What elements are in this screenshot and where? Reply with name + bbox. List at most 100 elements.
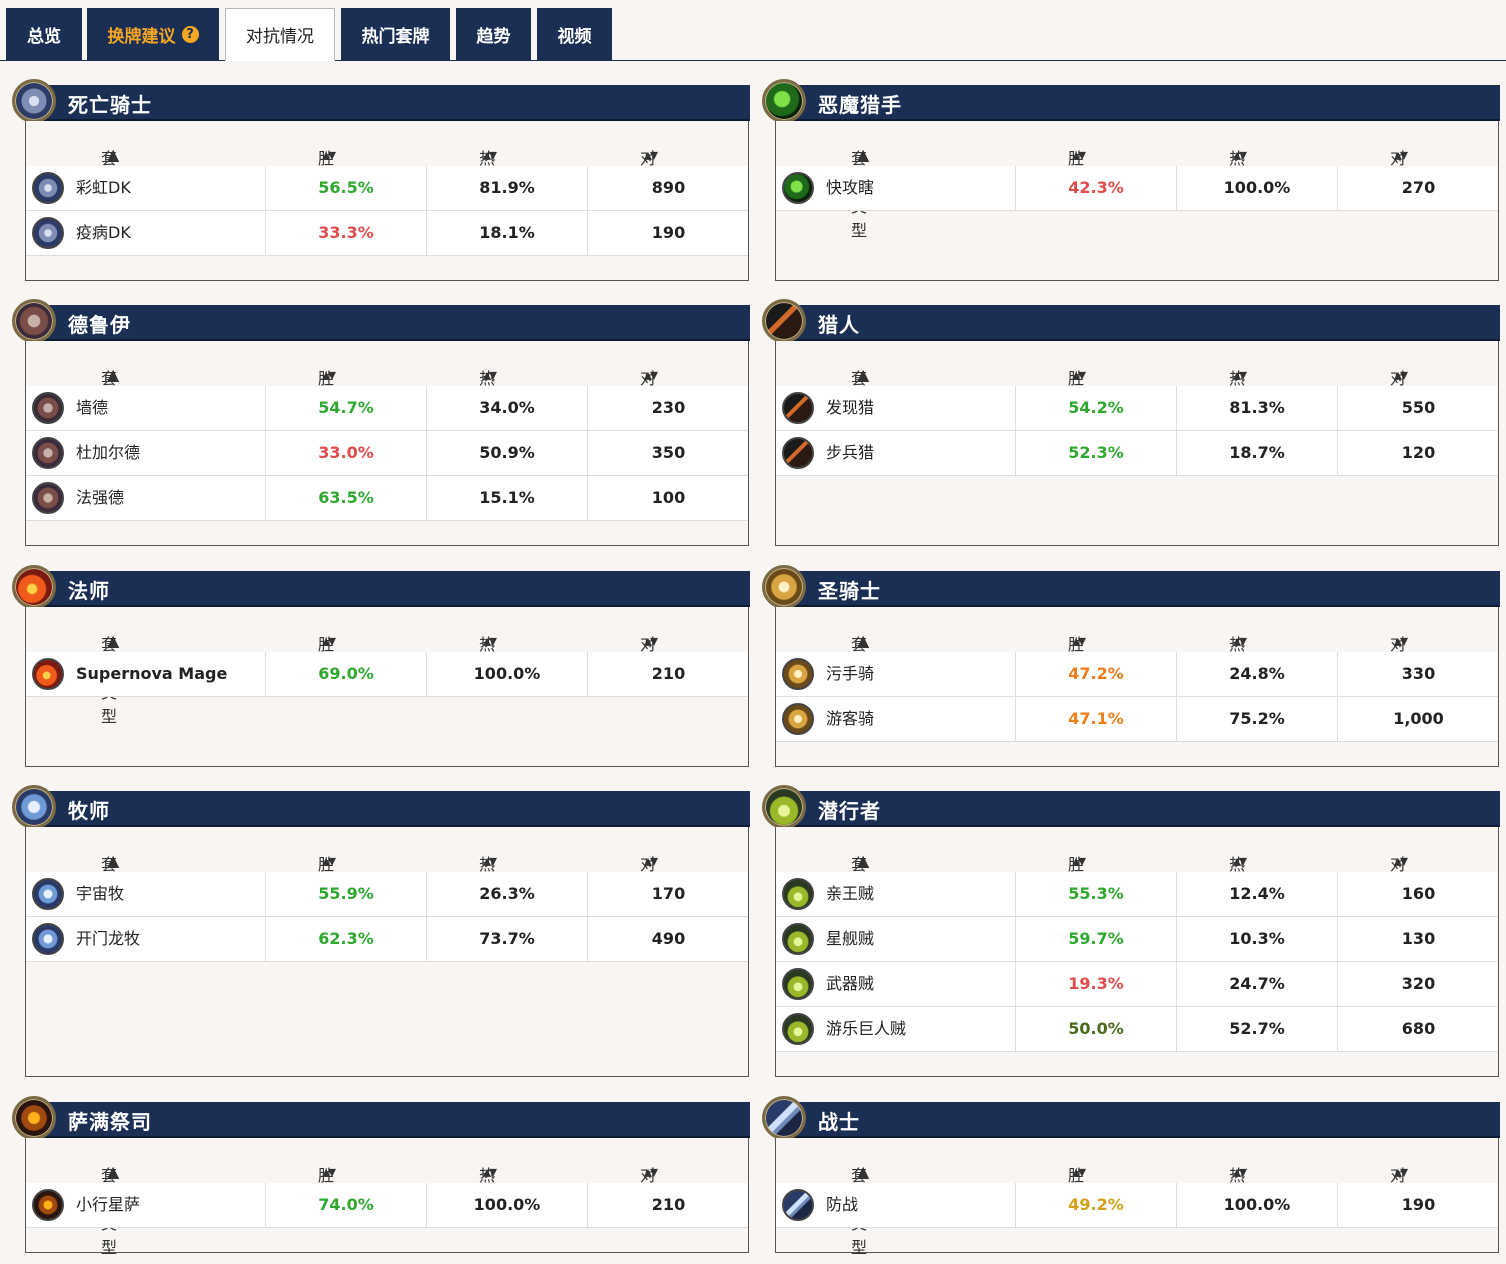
sort-asc-icon: ▲ [857,631,870,650]
sort-icon: ▴▾ [1233,851,1247,870]
popularity: 26.3% [426,872,587,916]
deck-name[interactable]: 开门龙牧 [76,929,141,948]
sort-icon: ▴▾ [483,365,497,384]
table-row[interactable]: 法强德 63.5% 15.1% 100 [26,476,748,521]
deck-name[interactable]: 发现猎 [826,398,875,417]
win-rate: 33.0% [265,431,426,475]
column-header-row: 套牌类型▲ 胜率▴▾ 热度▴▾ 对局▴▾ [26,607,748,726]
panel-header: 圣骑士 [762,565,1500,609]
table-row[interactable]: 游乐巨人贼 50.0% 52.7% 680 [776,1007,1498,1052]
deck-name[interactable]: 宇宙牧 [76,884,125,903]
druid-icon [12,299,56,343]
rogue-icon [782,878,814,910]
death-knight-icon [12,79,56,123]
tab-videos[interactable]: 视频 [537,8,612,60]
sort-icon: ▴▾ [644,365,658,384]
tab-mulligan[interactable]: 换牌建议? [87,8,219,60]
win-rate: 56.5% [265,166,426,210]
popularity: 73.7% [426,917,587,961]
tab-popular-decks[interactable]: 热门套牌 [341,8,450,60]
priest-icon [12,785,56,829]
panel-header: 萨满祭司 [12,1096,750,1140]
tab-matchups[interactable]: 对抗情况 [225,8,335,61]
deck-name[interactable]: 防战 [826,1195,859,1214]
deck-name[interactable]: 游乐巨人贼 [826,1019,907,1038]
class-panel: 战士 套牌类型▲ 胜率▴▾ 热度▴▾ 对局▴▾ 防战 49.2% 100.0% … [762,1096,1500,1257]
panel-header: 德鲁伊 [12,299,750,343]
class-title: 猎人 [818,313,860,337]
sort-icon: ▴▾ [483,1162,497,1181]
deck-name[interactable]: 星舰贼 [826,929,875,948]
table-row[interactable]: 发现猎 54.2% 81.3% 550 [776,386,1498,431]
panel-header: 潜行者 [762,785,1500,829]
popularity: 15.1% [426,476,587,520]
deck-name[interactable]: Supernova Mage [76,664,228,683]
panel-header: 战士 [762,1096,1500,1140]
table-row[interactable]: 亲王贼 55.3% 12.4% 160 [776,872,1498,917]
popularity: 34.0% [426,386,587,430]
class-title: 法师 [68,579,110,603]
paladin-icon [782,703,814,735]
table-row[interactable]: 快攻瞎 42.3% 100.0% 270 [776,166,1498,211]
sort-asc-icon: ▲ [107,1162,120,1181]
table-row[interactable]: 宇宙牧 55.9% 26.3% 170 [26,872,748,917]
games-count: 680 [1337,1007,1499,1051]
tab-label: 热门套牌 [361,27,430,47]
popularity: 52.7% [1176,1007,1337,1051]
deck-name[interactable]: 小行星萨 [76,1195,141,1214]
tab-overview[interactable]: 总览 [6,8,82,60]
warrior-icon [782,1189,814,1221]
column-header-row: 套牌类型▲ 胜率▴▾ 热度▴▾ 对局▴▾ [26,827,748,946]
games-count: 230 [587,386,749,430]
column-header-row: 套牌类型▲ 胜率▴▾ 热度▴▾ 对局▴▾ [26,1138,748,1257]
tab-trends[interactable]: 趋势 [456,8,531,60]
deck-name[interactable]: 游客骑 [826,709,875,728]
class-panel: 牧师 套牌类型▲ 胜率▴▾ 热度▴▾ 对局▴▾ 宇宙牧 55.9% 26.3% … [12,785,750,1077]
deck-name[interactable]: 步兵猎 [826,443,875,462]
sort-icon: ▴▾ [1233,145,1247,164]
mage-icon [32,658,64,690]
table-row[interactable]: 开门龙牧 62.3% 73.7% 490 [26,917,748,962]
table-row[interactable]: 防战 49.2% 100.0% 190 [776,1183,1498,1228]
deck-name[interactable]: 法强德 [76,488,125,507]
table-row[interactable]: 步兵猎 52.3% 18.7% 120 [776,431,1498,476]
deck-name[interactable]: 杜加尔德 [76,443,141,462]
sort-icon: ▴▾ [322,365,336,384]
table-row[interactable]: 游客骑 47.1% 75.2% 1,000 [776,697,1498,742]
table-row[interactable]: 武器贼 19.3% 24.7% 320 [776,962,1498,1007]
table-row[interactable]: 污手骑 47.2% 24.8% 330 [776,652,1498,697]
sort-icon: ▴▾ [322,1162,336,1181]
popularity: 18.1% [426,211,587,255]
table-row[interactable]: 彩虹DK 56.5% 81.9% 890 [26,166,748,211]
win-rate: 52.3% [1015,431,1176,475]
sort-icon: ▴▾ [1072,365,1086,384]
deck-name[interactable]: 彩虹DK [76,178,131,197]
win-rate: 55.3% [1015,872,1176,916]
deck-name[interactable]: 武器贼 [826,974,875,993]
popularity: 81.3% [1176,386,1337,430]
sort-asc-icon: ▲ [857,851,870,870]
table-row[interactable]: 墙德 54.7% 34.0% 230 [26,386,748,431]
table-row[interactable]: 小行星萨 74.0% 100.0% 210 [26,1183,748,1228]
sort-icon: ▴▾ [644,851,658,870]
class-title: 战士 [818,1110,860,1134]
help-icon[interactable]: ? [181,26,199,43]
table-row[interactable]: 杜加尔德 33.0% 50.9% 350 [26,431,748,476]
deck-name[interactable]: 疫病DK [76,223,131,242]
class-title: 恶魔猎手 [818,93,902,117]
column-header-row: 套牌类型▲ 胜率▴▾ 热度▴▾ 对局▴▾ [26,341,748,460]
games-count: 190 [1337,1183,1499,1227]
table-row[interactable]: 星舰贼 59.7% 10.3% 130 [776,917,1498,962]
deck-name[interactable]: 亲王贼 [826,884,875,903]
sort-asc-icon: ▲ [857,365,870,384]
deck-name[interactable]: 污手骑 [826,664,875,683]
deck-name[interactable]: 墙德 [76,398,109,417]
column-header-row: 套牌类型▲ 胜率▴▾ 热度▴▾ 对局▴▾ [26,121,748,240]
win-rate: 19.3% [1015,962,1176,1006]
sort-icon: ▴▾ [1072,1162,1086,1181]
table-row[interactable]: 疫病DK 33.3% 18.1% 190 [26,211,748,256]
deck-name[interactable]: 快攻瞎 [826,178,875,197]
games-count: 100 [587,476,749,520]
table-row[interactable]: Supernova Mage 69.0% 100.0% 210 [26,652,748,697]
mage-icon [12,565,56,609]
